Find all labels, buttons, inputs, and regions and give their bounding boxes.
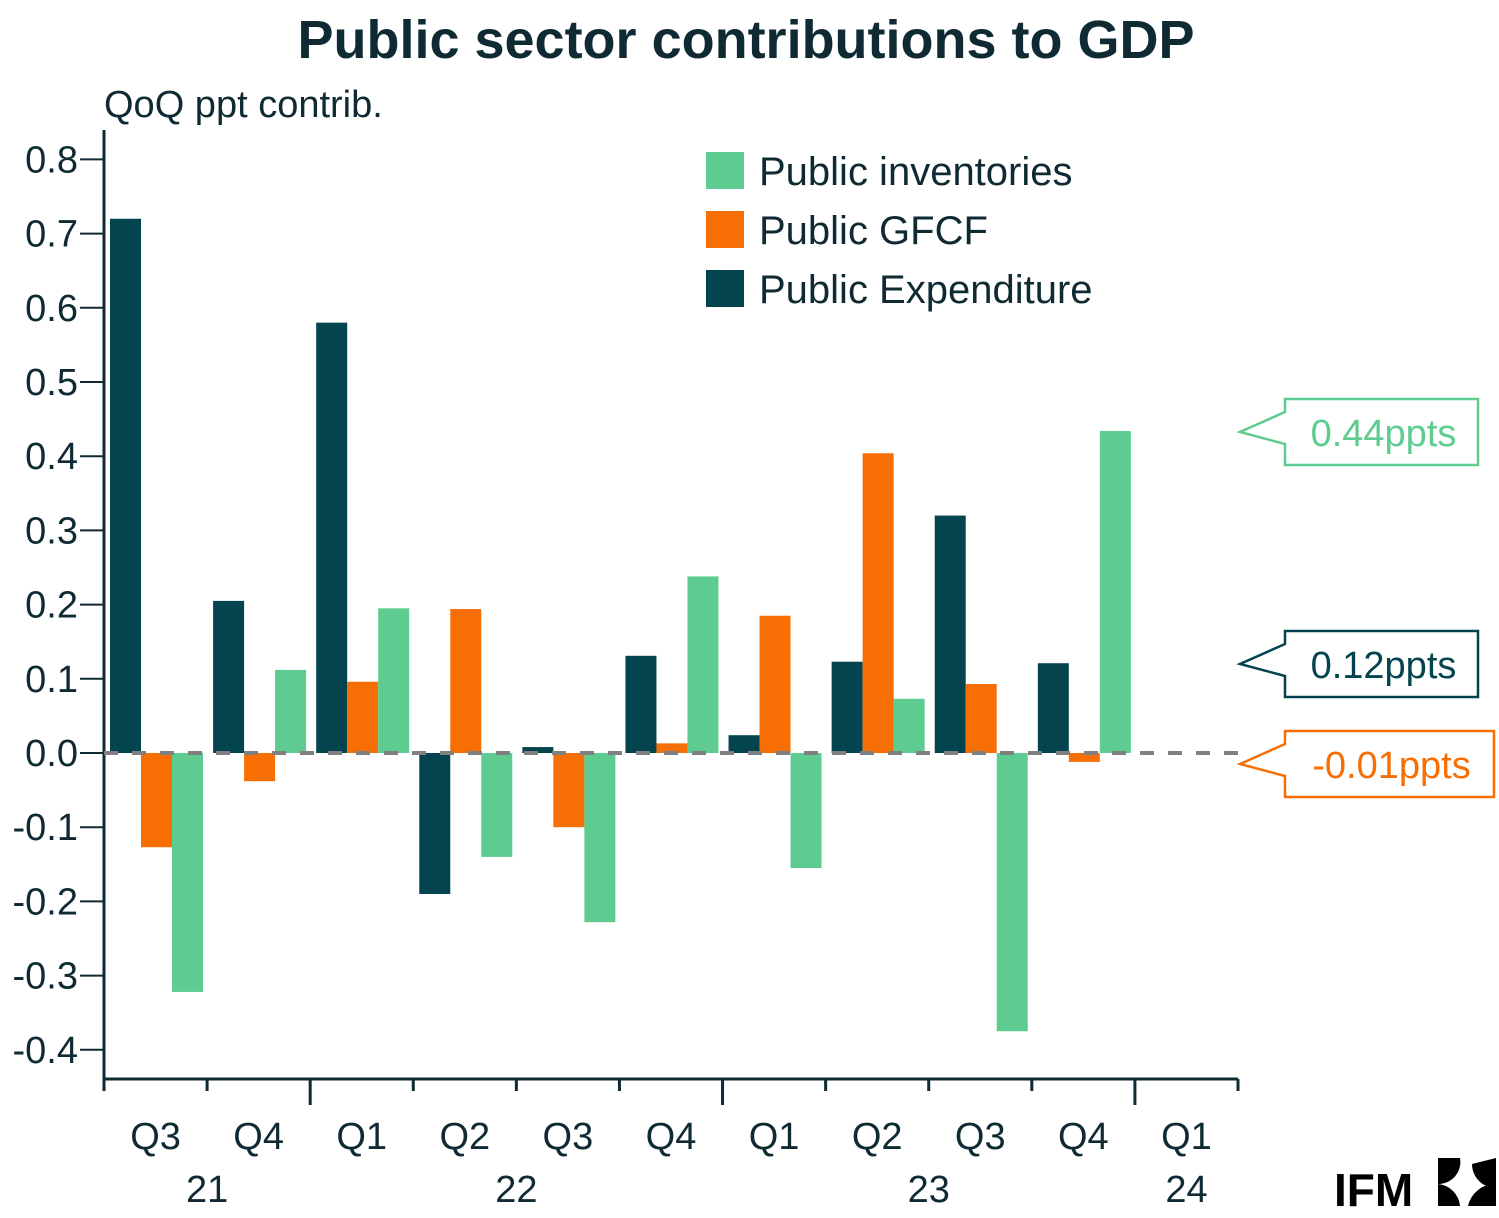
- x-tick-label: Q1: [1161, 1116, 1212, 1158]
- bar-public-inventories: [687, 576, 719, 753]
- y-tick-label: 0.2: [25, 585, 78, 627]
- bar-public-inventories: [481, 753, 513, 857]
- ifm-logo: IFM: [1334, 1158, 1496, 1216]
- callout-box: [1236, 729, 1496, 799]
- x-tick-label: Q3: [543, 1116, 594, 1158]
- bar-public-gfcf: [347, 681, 379, 753]
- y-tick-label: -0.4: [13, 1030, 78, 1072]
- legend-swatch: [706, 211, 744, 248]
- bar-public-inventories: [584, 753, 616, 923]
- bar-public-gfcf: [450, 609, 482, 753]
- bar-public-gfcf: [656, 743, 688, 753]
- callout-label: -0.01ppts: [1312, 745, 1470, 787]
- y-tick-label: 0.6: [25, 288, 78, 330]
- callout-label: 0.44ppts: [1311, 413, 1457, 455]
- bar-public-inventories: [996, 753, 1028, 1032]
- bar-public-gfcf: [759, 615, 791, 753]
- x-tick-label: Q1: [336, 1116, 387, 1158]
- logo-text: IFM: [1334, 1164, 1413, 1216]
- x-tick-label: Q2: [852, 1116, 903, 1158]
- x-tick-label: Q2: [439, 1116, 490, 1158]
- bar-public-expenditure: [419, 753, 451, 894]
- bar-public-inventories: [275, 669, 307, 753]
- bar-public-gfcf: [965, 683, 997, 753]
- x-tick-label: Q4: [1058, 1116, 1109, 1158]
- y-tick-label: -0.1: [13, 807, 78, 849]
- x-tick-label: Q1: [749, 1116, 800, 1158]
- x-axis: Q3 Q4 Q1 Q2 Q3 Q4 Q1 Q2 Q3 Q4 Q1 21 22 23 24: [102, 1077, 1240, 1211]
- x-year-label: 22: [495, 1169, 537, 1211]
- x-year-label: 23: [908, 1169, 950, 1211]
- x-tick-label: Q4: [233, 1116, 284, 1158]
- y-tick-label: 0.5: [25, 362, 78, 404]
- legend-label: Public inventories: [759, 150, 1073, 194]
- bars: [110, 218, 1131, 1032]
- y-axis-label: QoQ ppt contrib.: [104, 84, 383, 126]
- bar-public-inventories: [378, 608, 410, 753]
- x-year-label: 24: [1165, 1169, 1207, 1211]
- x-tick-label: Q3: [130, 1116, 181, 1158]
- bar-public-gfcf: [1068, 753, 1100, 762]
- y-tick-label: 0.3: [25, 510, 78, 552]
- bar-public-gfcf: [244, 753, 276, 782]
- ifm-mark-icon: [1438, 1158, 1496, 1206]
- bar-public-expenditure: [1037, 663, 1069, 753]
- y-tick-label: 0.7: [25, 214, 78, 256]
- bar-public-gfcf: [141, 753, 172, 848]
- y-tick-label: -0.3: [13, 956, 78, 998]
- bar-public-gfcf: [553, 753, 585, 828]
- callouts: 0.44ppts 0.12ppts -0.01ppts: [1236, 397, 1496, 799]
- legend: Public inventories Public GFCF Public Expe…: [706, 150, 1093, 312]
- x-tick-label: Q4: [646, 1116, 697, 1158]
- bar-public-inventories: [790, 753, 822, 869]
- legend-label: Public GFCF: [759, 209, 988, 253]
- callout-box: [1236, 629, 1480, 699]
- bar-public-expenditure: [728, 735, 760, 753]
- legend-swatch: [706, 152, 744, 189]
- y-tick-label: -0.2: [13, 881, 78, 923]
- callout-label: 0.12ppts: [1311, 645, 1457, 687]
- bar-public-gfcf: [862, 453, 894, 753]
- callout-box: [1236, 397, 1480, 467]
- x-year-label: 21: [186, 1169, 228, 1211]
- y-tick-label: 0.4: [25, 436, 78, 478]
- x-tick-label: Q3: [955, 1116, 1006, 1158]
- legend-label: Public Expenditure: [759, 268, 1093, 312]
- bar-public-inventories: [172, 753, 203, 992]
- bar-public-inventories: [893, 698, 925, 753]
- bar-public-expenditure: [316, 322, 348, 753]
- legend-swatch: [706, 270, 744, 307]
- bar-public-expenditure: [522, 747, 554, 753]
- y-tick-label: 0.8: [25, 139, 78, 181]
- y-tick-label: 0.0: [25, 733, 78, 775]
- bar-public-expenditure: [213, 600, 245, 753]
- bar-public-expenditure: [110, 218, 141, 753]
- bar-public-expenditure: [831, 661, 863, 753]
- bar-public-expenditure: [934, 515, 966, 753]
- bar-public-inventories: [1099, 430, 1131, 753]
- bar-public-expenditure: [625, 655, 657, 753]
- y-axis: 0.8 0.7 0.6 0.5 0.4 0.3 0.2 0.1 0.0 -0.1 -0.2 -0.3 -…: [13, 130, 106, 1079]
- chart-title: Public sector contributions to GDP: [297, 10, 1194, 70]
- y-tick-label: 0.1: [25, 659, 78, 701]
